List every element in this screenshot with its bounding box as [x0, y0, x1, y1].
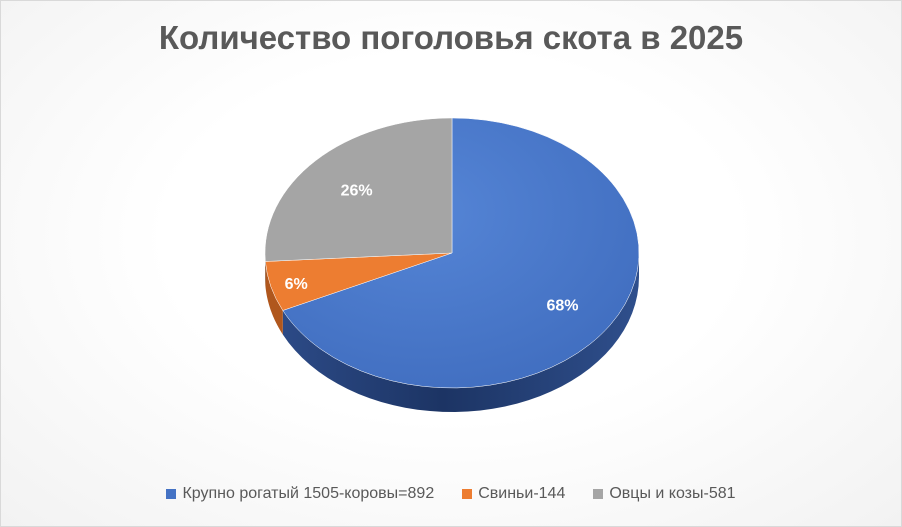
- slice-pigs-label: 6%: [285, 276, 308, 293]
- legend-label-pigs: Свиньи-144: [478, 485, 566, 502]
- slice-sheep-goats: [264, 117, 453, 262]
- slice-pigs-side: [265, 261, 283, 335]
- slice-cattle-label: 68%: [546, 298, 578, 315]
- legend-label-sheep-goats: Овцы и козы-581: [609, 485, 736, 502]
- chart-title: Количество поголовья скота в 2025: [158, 19, 744, 56]
- legend-item-sheep-goats: Овцы и козы-581: [593, 485, 736, 503]
- legend-swatch-cattle: [166, 489, 177, 499]
- legend-swatch-pigs: [462, 489, 473, 499]
- legend-item-cattle: Крупно рогатый 1505-коровы=892: [166, 485, 434, 503]
- slice-cattle: [282, 117, 640, 389]
- legend-swatch-sheep-goats: [593, 489, 604, 499]
- slice-sheep-goats-label: 26%: [341, 182, 373, 199]
- legend: Крупно рогатый 1505-коровы=892 Свиньи-14…: [1, 485, 901, 503]
- legend-item-pigs: Свиньи-144: [462, 485, 565, 503]
- slice-cattle-side: [282, 253, 639, 412]
- legend-label-cattle: Крупно рогатый 1505-коровы=892: [182, 485, 435, 502]
